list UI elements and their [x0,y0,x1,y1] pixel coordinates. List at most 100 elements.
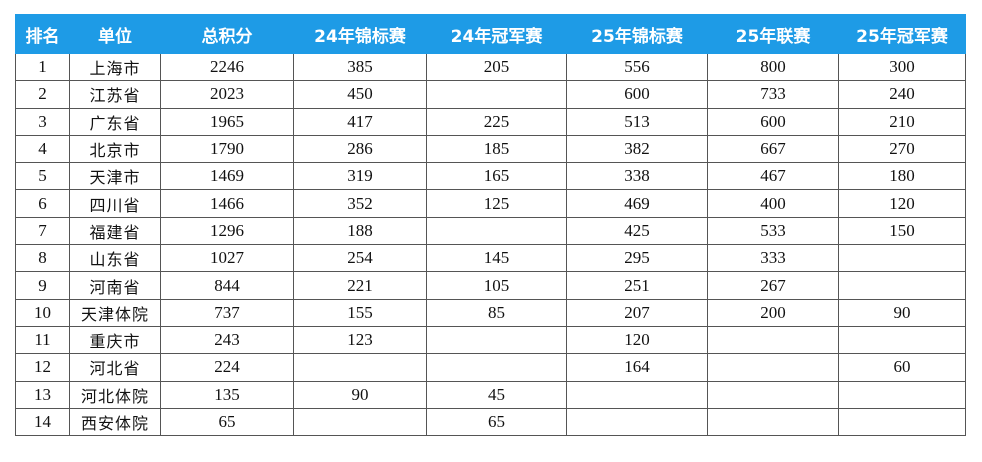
24-championship-cell: 90 [293,380,427,409]
24-champions-cup-cell: 225 [426,107,567,136]
25-champions-cup-cell: 90 [838,298,966,327]
25-championship-cell: 425 [566,216,708,246]
rank-cell: 2 [15,80,70,109]
unit-cell: 河北省 [69,353,161,382]
header-total-points: 总积分 [160,14,294,54]
25-champions-cup-cell [838,271,966,300]
total-points-cell: 1965 [160,107,294,136]
24-championship-cell: 417 [293,107,427,136]
rank-cell: 14 [15,407,70,437]
25-championship-cell: 600 [566,80,708,109]
table-row: 9 河南省 844 221 105 251 267 [15,271,966,300]
header-25-champions-cup: 25年冠军赛 [838,14,966,54]
24-champions-cup-cell: 85 [426,298,567,327]
25-champions-cup-cell [838,325,966,355]
total-points-cell: 135 [160,380,294,409]
25-champions-cup-cell: 270 [838,134,966,164]
unit-cell: 江苏省 [69,80,161,109]
header-24-champions-cup: 24年冠军赛 [426,14,567,54]
24-championship-cell: 385 [293,52,427,82]
24-championship-cell: 188 [293,216,427,246]
rank-cell: 12 [15,353,70,382]
total-points-cell: 2023 [160,80,294,109]
25-championship-cell: 338 [566,162,708,191]
25-league-cell: 667 [707,134,839,164]
total-points-cell: 243 [160,325,294,355]
24-championship-cell: 221 [293,271,427,300]
25-championship-cell: 164 [566,353,708,382]
24-championship-cell: 155 [293,298,427,327]
25-championship-cell [566,407,708,437]
25-champions-cup-cell [838,244,966,273]
25-championship-cell: 207 [566,298,708,327]
25-league-cell: 333 [707,244,839,273]
24-championship-cell [293,407,427,437]
rank-cell: 9 [15,271,70,300]
unit-cell: 北京市 [69,134,161,164]
24-champions-cup-cell: 205 [426,52,567,82]
24-champions-cup-cell: 105 [426,271,567,300]
25-league-cell: 733 [707,80,839,109]
24-championship-cell: 319 [293,162,427,191]
total-points-cell: 1296 [160,216,294,246]
rank-cell: 5 [15,162,70,191]
total-points-cell: 65 [160,407,294,437]
25-champions-cup-cell: 210 [838,107,966,136]
25-league-cell: 600 [707,107,839,136]
24-champions-cup-cell [426,353,567,382]
25-championship-cell: 295 [566,244,708,273]
table-row: 1 上海市 2246 385 205 556 800 300 [15,52,966,82]
25-championship-cell: 556 [566,52,708,82]
25-champions-cup-cell: 150 [838,216,966,246]
25-champions-cup-cell: 240 [838,80,966,109]
24-champions-cup-cell [426,80,567,109]
table-row: 14 西安体院 65 65 [15,407,966,437]
table-row: 4 北京市 1790 286 185 382 667 270 [15,134,966,164]
25-league-cell: 533 [707,216,839,246]
24-champions-cup-cell: 65 [426,407,567,437]
header-25-championship: 25年锦标赛 [566,14,708,54]
total-points-cell: 2246 [160,52,294,82]
25-champions-cup-cell: 180 [838,162,966,191]
24-champions-cup-cell [426,216,567,246]
24-championship-cell: 352 [293,189,427,218]
25-league-cell: 800 [707,52,839,82]
24-champions-cup-cell: 45 [426,380,567,409]
25-championship-cell: 513 [566,107,708,136]
table-row: 13 河北体院 135 90 45 [15,380,966,409]
table-row: 11 重庆市 243 123 120 [15,325,966,355]
header-25-league: 25年联赛 [707,14,839,54]
25-league-cell [707,407,839,437]
ranking-table-container: 排名 单位 总积分 24年锦标赛 24年冠军赛 25年锦标赛 25年联赛 25年… [15,14,966,437]
rank-cell: 3 [15,107,70,136]
ranking-table: 排名 单位 总积分 24年锦标赛 24年冠军赛 25年锦标赛 25年联赛 25年… [15,14,966,437]
25-league-cell [707,353,839,382]
25-champions-cup-cell: 60 [838,353,966,382]
24-championship-cell [293,353,427,382]
total-points-cell: 224 [160,353,294,382]
25-champions-cup-cell [838,380,966,409]
24-champions-cup-cell: 145 [426,244,567,273]
table-row: 3 广东省 1965 417 225 513 600 210 [15,107,966,136]
25-championship-cell: 382 [566,134,708,164]
table-row: 10 天津体院 737 155 85 207 200 90 [15,298,966,327]
25-league-cell [707,325,839,355]
total-points-cell: 1027 [160,244,294,273]
25-champions-cup-cell: 120 [838,189,966,218]
unit-cell: 福建省 [69,216,161,246]
24-champions-cup-cell: 125 [426,189,567,218]
rank-cell: 13 [15,380,70,409]
header-24-championship: 24年锦标赛 [293,14,427,54]
header-rank: 排名 [15,14,70,54]
rank-cell: 1 [15,52,70,82]
25-league-cell: 267 [707,271,839,300]
table-row: 8 山东省 1027 254 145 295 333 [15,244,966,273]
24-champions-cup-cell [426,325,567,355]
unit-cell: 天津市 [69,162,161,191]
25-league-cell: 400 [707,189,839,218]
24-championship-cell: 123 [293,325,427,355]
unit-cell: 山东省 [69,244,161,273]
unit-cell: 上海市 [69,52,161,82]
24-championship-cell: 450 [293,80,427,109]
25-league-cell: 200 [707,298,839,327]
